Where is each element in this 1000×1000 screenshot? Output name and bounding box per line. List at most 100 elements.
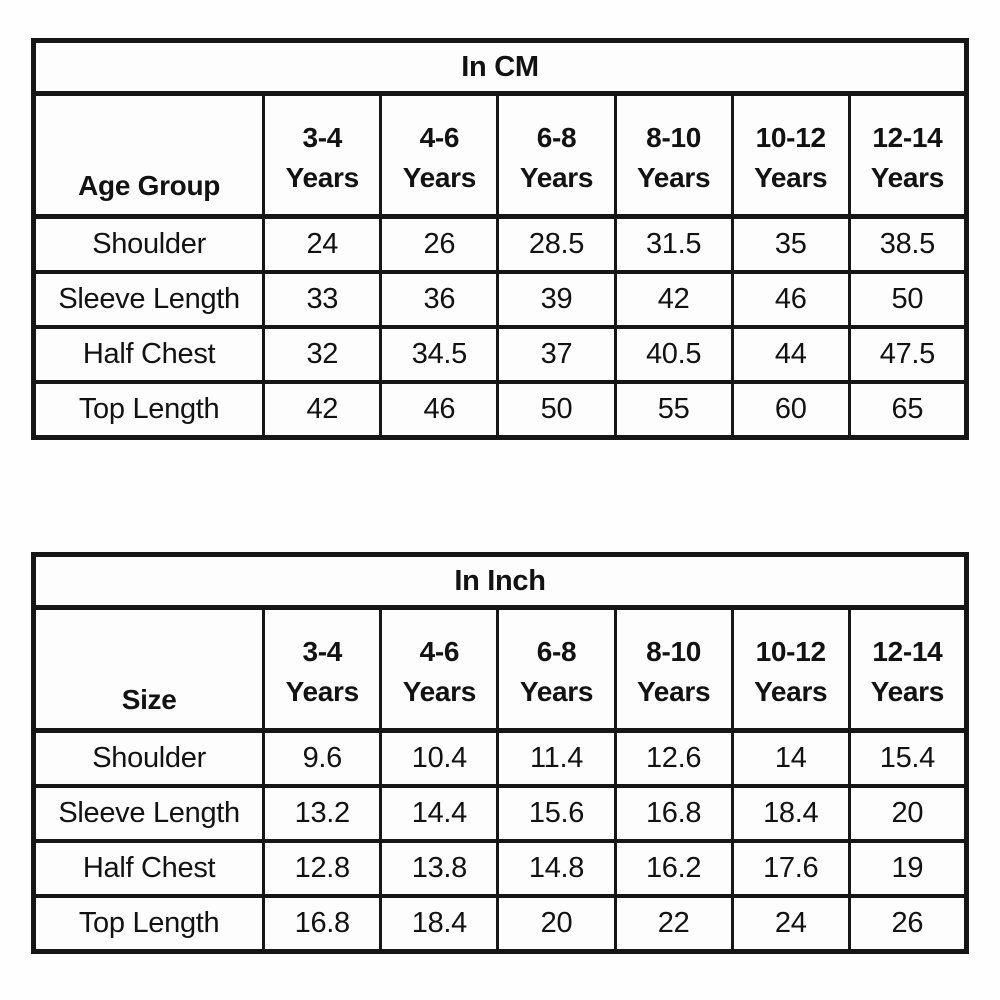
value-cell: 13.2 (262, 784, 383, 843)
value-cell: 16.8 (262, 894, 383, 954)
value-cell: 26 (847, 894, 969, 954)
column-header-cell: 4-6 Years (379, 606, 500, 733)
value-cell: 14 (730, 728, 851, 788)
size-table-cm: In CM Age Group 3-4 Years 4-6 Years 6-8 … (31, 38, 969, 440)
age-unit-label: Years (285, 162, 360, 193)
column-header-cell: 3-4 Years (262, 606, 383, 733)
table-row: Top Length 42 46 50 55 60 65 (31, 380, 969, 440)
column-header-cell: 8-10 Years (613, 92, 734, 219)
table-row: Shoulder 24 26 28.5 31.5 35 38.5 (31, 214, 969, 274)
age-range-label: 4-6 (419, 636, 460, 667)
age-range-label: 3-4 (302, 122, 343, 153)
column-header-cell: 10-12 Years (730, 92, 851, 219)
value-cell: 22 (613, 894, 734, 954)
table-row: Half Chest 32 34.5 37 40.5 44 47.5 (31, 325, 969, 384)
value-cell: 36 (379, 270, 500, 329)
value-cell: 15.4 (847, 728, 969, 788)
value-cell: 24 (730, 894, 851, 954)
value-cell: 38.5 (847, 214, 969, 274)
column-header-cell: 3-4 Years (262, 92, 383, 219)
value-cell: 42 (613, 270, 734, 329)
table-row: Half Chest 12.8 13.8 14.8 16.2 17.6 19 (31, 839, 969, 898)
column-header-cell: 12-14 Years (847, 92, 969, 219)
value-cell: 13.8 (379, 839, 500, 898)
row-label-cell: Shoulder (31, 728, 266, 788)
value-cell: 14.8 (496, 839, 617, 898)
value-cell: 18.4 (730, 784, 851, 843)
table-title: In Inch (32, 553, 968, 610)
value-cell: 46 (379, 380, 500, 440)
age-range-label: 6-8 (536, 636, 577, 667)
value-cell: 35 (730, 214, 851, 274)
value-cell: 39 (496, 270, 617, 329)
table-row: Top Length 16.8 18.4 20 22 24 26 (31, 894, 969, 954)
value-cell: 32 (262, 325, 383, 384)
value-cell: 10.4 (379, 728, 500, 788)
age-range-label: 10-12 (755, 636, 826, 667)
value-cell: 33 (262, 270, 383, 329)
age-unit-label: Years (754, 676, 828, 707)
value-cell: 50 (496, 380, 617, 440)
corner-header-cell: Age Group (31, 92, 266, 219)
value-cell: 42 (262, 380, 383, 440)
value-cell: 46 (730, 270, 851, 329)
value-cell: 37 (496, 325, 617, 384)
value-cell: 55 (613, 380, 734, 440)
table-row: Sleeve Length 33 36 39 42 46 50 (31, 270, 969, 329)
table-row: Age Group 3-4 Years 4-6 Years 6-8 Years … (31, 92, 969, 219)
value-cell: 14.4 (379, 784, 500, 843)
value-cell: 65 (847, 380, 969, 440)
table-row: Size 3-4 Years 4-6 Years 6-8 Years 8-10 … (31, 606, 969, 733)
value-cell: 12.6 (613, 728, 734, 788)
value-cell: 24 (262, 214, 383, 274)
age-unit-label: Years (754, 162, 828, 193)
age-range-label: 8-10 (646, 636, 702, 667)
age-unit-label: Years (870, 162, 945, 193)
age-range-label: 8-10 (646, 122, 702, 153)
value-cell: 40.5 (613, 325, 734, 384)
value-cell: 20 (496, 894, 617, 954)
row-label-cell: Sleeve Length (31, 270, 266, 329)
row-label-cell: Sleeve Length (31, 784, 266, 843)
age-unit-label: Years (285, 676, 360, 707)
table-row: Sleeve Length 13.2 14.4 15.6 16.8 18.4 2… (31, 784, 969, 843)
age-unit-label: Years (636, 162, 711, 193)
value-cell: 11.4 (496, 728, 617, 788)
age-range-label: 10-12 (755, 122, 826, 153)
value-cell: 19 (847, 839, 969, 898)
age-unit-label: Years (636, 676, 711, 707)
value-cell: 18.4 (379, 894, 500, 954)
column-header-cell: 12-14 Years (847, 606, 969, 733)
row-label-cell: Top Length (31, 380, 266, 440)
value-cell: 47.5 (847, 325, 969, 384)
age-unit-label: Years (519, 676, 594, 707)
age-unit-label: Years (519, 162, 594, 193)
value-cell: 26 (379, 214, 500, 274)
corner-header-cell: Size (31, 606, 266, 733)
age-range-label: 4-6 (419, 122, 460, 153)
value-cell: 16.8 (613, 784, 734, 843)
value-cell: 60 (730, 380, 851, 440)
age-unit-label: Years (402, 676, 477, 707)
age-unit-label: Years (402, 162, 477, 193)
row-label-cell: Half Chest (31, 325, 266, 384)
column-header-cell: 4-6 Years (379, 92, 500, 219)
table-row: In Inch (32, 553, 968, 610)
row-label-cell: Half Chest (31, 839, 266, 898)
value-cell: 20 (847, 784, 969, 843)
age-unit-label: Years (870, 676, 945, 707)
value-cell: 9.6 (262, 728, 383, 788)
age-range-label: 12-14 (872, 636, 943, 667)
column-header-cell: 6-8 Years (496, 92, 617, 219)
value-cell: 31.5 (613, 214, 734, 274)
column-header-cell: 8-10 Years (613, 606, 734, 733)
column-header-cell: 10-12 Years (730, 606, 851, 733)
age-range-label: 6-8 (536, 122, 577, 153)
column-header-cell: 6-8 Years (496, 606, 617, 733)
value-cell: 50 (847, 270, 969, 329)
value-cell: 15.6 (496, 784, 617, 843)
row-label-cell: Top Length (31, 894, 266, 954)
age-range-label: 3-4 (302, 636, 343, 667)
table-row: Shoulder 9.6 10.4 11.4 12.6 14 15.4 (31, 728, 969, 788)
